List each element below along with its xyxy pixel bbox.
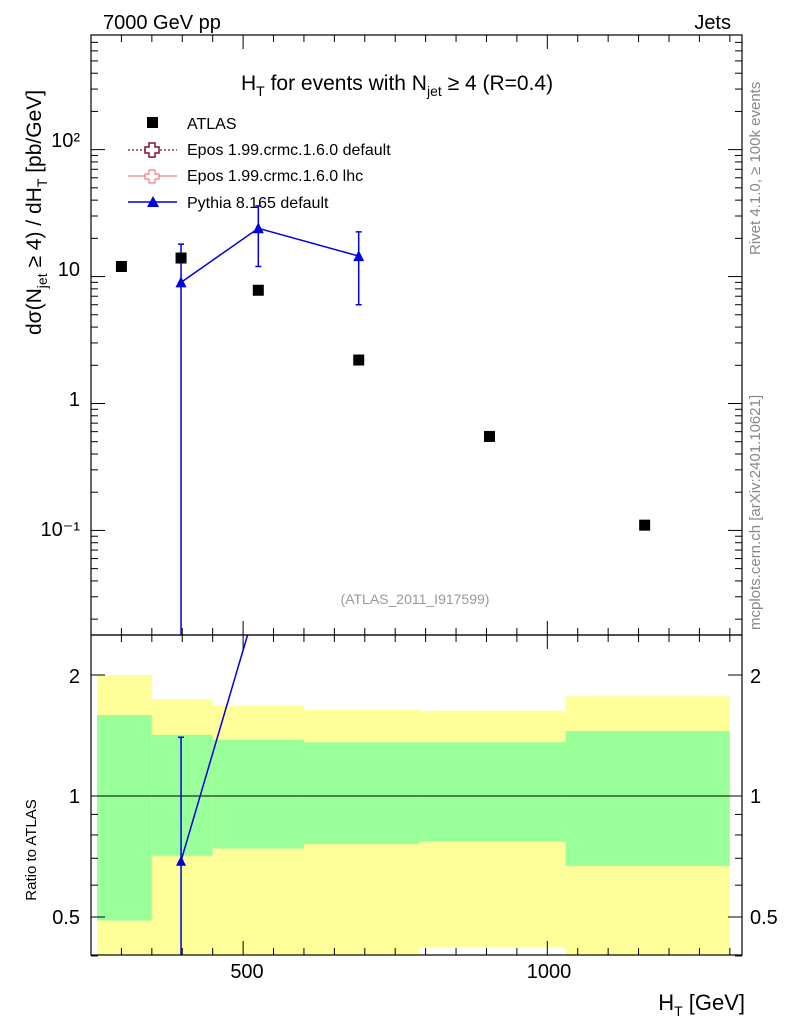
ratio-band-green-5: [565, 731, 730, 866]
pythia-point-2: [353, 250, 365, 262]
ratio-ytick-2-left: 2: [69, 666, 80, 688]
ytick-label-1: 1: [69, 389, 80, 411]
main-ytick-labels: 10⁻¹ 1 10 10²: [41, 130, 81, 541]
legend-atlas-marker: [147, 117, 158, 128]
legend-pythia-label: Pythia 8.165 default: [187, 195, 329, 212]
ytick-label-0.1: 10⁻¹: [41, 519, 81, 541]
ratio-frame: [90, 634, 743, 956]
ratio-pythia-line: [180, 634, 249, 861]
ratio-band-green-2: [212, 739, 304, 849]
ratio-bands: [97, 675, 730, 955]
pythia-line: [180, 227, 359, 283]
ratio-band-green-4: [419, 742, 566, 842]
ratio-band-green-3: [303, 742, 420, 844]
rivet-version-label: Rivet 4.1.0, ≥ 100k events: [747, 82, 764, 255]
legend-epos-lhc-marker: [128, 169, 177, 184]
xtick-label-500: 500: [230, 961, 263, 983]
legend: ATLAS Epos 1.99.crmc.1.6.0 default Epos …: [128, 116, 391, 212]
ratio-ytick-0.5-right: 0.5: [750, 907, 778, 929]
main-series: [115, 205, 651, 635]
atlas-point-2: [252, 284, 264, 296]
ratio-ytick-1-right: 1: [750, 786, 761, 808]
ratio-pythia-point-0: [176, 855, 187, 866]
xtick-label-1000: 1000: [527, 961, 572, 983]
legend-pythia-marker: [128, 196, 177, 207]
main-title: HT for events with Njet ≥ 4 (R=0.4): [241, 72, 553, 99]
ratio-band-green-1: [151, 734, 213, 856]
ratio-ytick-labels: 0.5 1 2 0.5 1 2: [52, 666, 778, 929]
ratio-band-green-0: [97, 715, 152, 921]
atlas-point-5: [639, 519, 651, 531]
atlas-point-3: [353, 354, 365, 366]
ratio-ylabel: Ratio to ATLAS: [23, 799, 40, 900]
atlas-point-0: [115, 261, 127, 273]
pythia-point-1: [252, 222, 264, 234]
atlas-point-1: [175, 252, 187, 264]
x-axis-label: HT [GeV]: [658, 990, 745, 1019]
ratio-series: [176, 634, 249, 955]
main-ylabel: dσ(Njet ≥ 4) / dHT [pb/GeV]: [23, 90, 50, 335]
analysis-id-label: (ATLAS_2011_I917599): [341, 591, 490, 607]
mcplots-credit-label: mcplots.cern.ch [arXiv:2401.10621]: [747, 395, 764, 630]
xtick-labels: 500 1000: [230, 961, 571, 983]
ytick-label-100: 10²: [51, 130, 80, 152]
pythia-point-0: [175, 276, 187, 288]
legend-epos-lhc-label: Epos 1.99.crmc.1.6.0 lhc: [187, 168, 363, 185]
ratio-ytick-0.5-left: 0.5: [52, 907, 80, 929]
legend-epos-default-label: Epos 1.99.crmc.1.6.0 default: [187, 142, 391, 159]
legend-epos-default-marker: [128, 142, 177, 158]
ytick-label-10: 10: [58, 259, 80, 281]
ratio-ytick-1-left: 1: [69, 786, 80, 808]
atlas-point-4: [484, 430, 496, 442]
title-text: HT for events with Njet ≥ 4 (R=0.4): [241, 72, 553, 99]
axis-ticks: [91, 34, 742, 957]
legend-atlas-label: ATLAS: [187, 116, 237, 133]
ratio-ytick-2-right: 2: [750, 666, 761, 688]
header-left-label: 7000 GeV pp: [103, 12, 221, 34]
header-right-label: Jets: [694, 12, 731, 34]
